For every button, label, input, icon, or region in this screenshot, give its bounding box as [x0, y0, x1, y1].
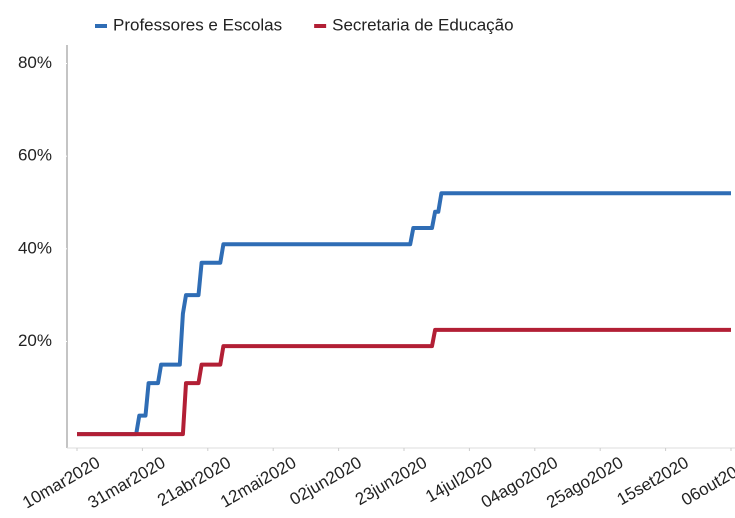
legend-label: Secretaria de Educação	[332, 15, 513, 34]
y-tick-label: 60%	[18, 146, 52, 165]
x-tick-label: 02jun2020	[287, 453, 365, 509]
series-line	[77, 191, 731, 437]
y-tick-label: 80%	[18, 53, 52, 72]
x-tick-label: 23jun2020	[352, 453, 430, 509]
series-line	[77, 327, 731, 437]
x-tick-label: 15set2020	[614, 453, 692, 509]
y-tick-label: 40%	[18, 238, 52, 257]
y-tick-label: 20%	[18, 331, 52, 350]
legend-label: Professores e Escolas	[113, 15, 282, 34]
